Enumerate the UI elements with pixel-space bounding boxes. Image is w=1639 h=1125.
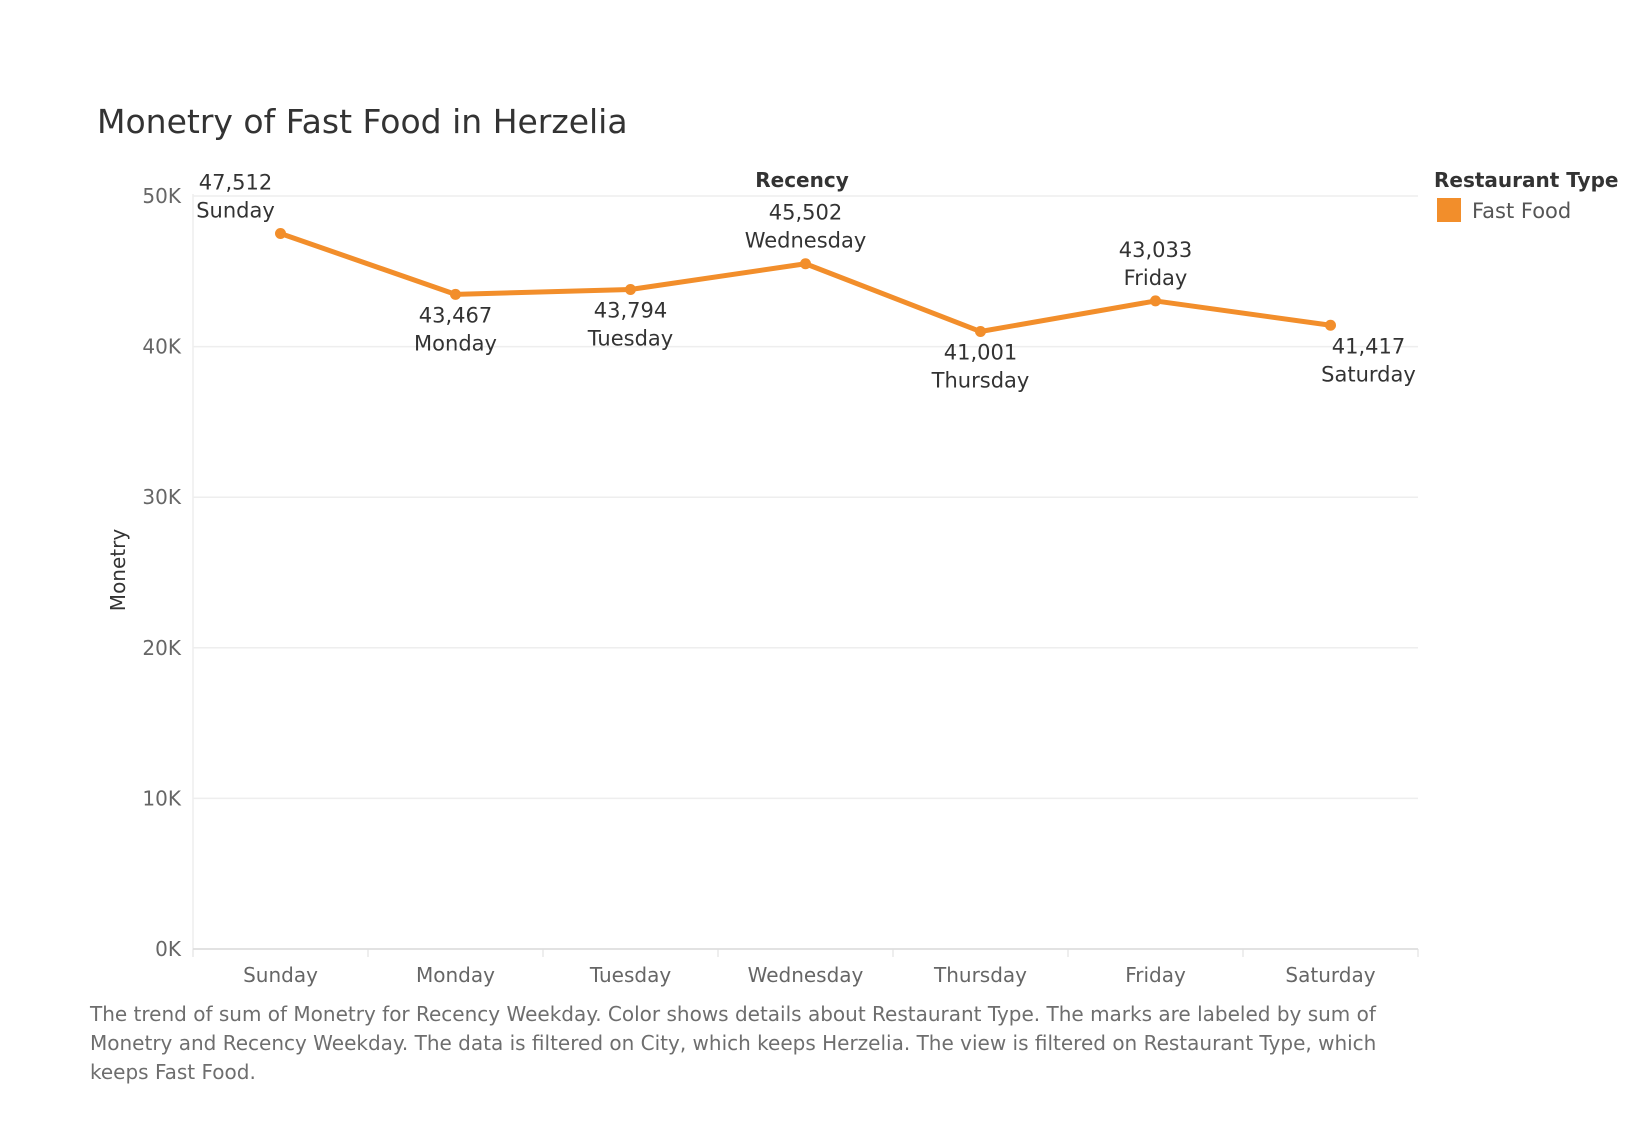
data-label-category: Thursday [931, 369, 1030, 393]
data-label-category: Saturday [1321, 362, 1416, 386]
data-label-value: 43,467 [419, 303, 492, 327]
x-tick-label: Thursday [933, 963, 1027, 987]
data-label-value: 41,417 [1332, 334, 1405, 358]
x-tick-label: Sunday [243, 963, 318, 987]
legend[interactable]: Restaurant Type Fast Food [1434, 168, 1618, 223]
y-tick-label: 0K [155, 937, 182, 961]
legend-item-fast-food[interactable]: Fast Food [1472, 199, 1571, 223]
series-layer: 47,512 Sunday 43,467 Monday 43,794 Tuesday 45,… [196, 170, 1416, 392]
data-point [450, 288, 461, 300]
gridlines [192, 194, 1418, 950]
data-point [625, 283, 636, 295]
chart-title: Monetry of Fast Food in Herzelia [97, 102, 628, 141]
x-tick-label: Tuesday [589, 963, 672, 987]
x-axis: Sunday Monday Tuesday Wednesday Thursday Frid… [192, 949, 1419, 987]
data-label-category: Tuesday [587, 326, 673, 350]
data-point [1325, 319, 1336, 331]
data-point [800, 258, 811, 270]
data-label-category: Friday [1124, 266, 1188, 290]
data-label-category: Monday [414, 331, 497, 355]
y-axis-title: Monetry [106, 529, 130, 612]
data-label-value: 43,033 [1119, 238, 1192, 262]
legend-title: Restaurant Type [1434, 168, 1618, 192]
top-axis-title: Recency [755, 168, 849, 192]
data-point [275, 227, 286, 239]
x-tick-label: Friday [1125, 963, 1186, 987]
data-label-value: 41,001 [944, 341, 1017, 365]
y-tick-label: 40K [142, 335, 181, 359]
data-point [1150, 295, 1161, 307]
data-label-value: 45,502 [769, 201, 842, 225]
y-axis: 50K 40K 30K 20K 10K 0K [142, 184, 181, 961]
y-tick-label: 10K [142, 786, 181, 810]
data-label-category: Wednesday [745, 229, 867, 253]
x-tick-label: Monday [416, 963, 495, 987]
y-tick-label: 20K [142, 636, 181, 660]
data-label-category: Sunday [196, 198, 275, 222]
data-label-value: 43,794 [594, 298, 667, 322]
chart-caption: The trend of sum of Monetry for Recency … [90, 1002, 1377, 1084]
y-tick-label: 30K [142, 485, 181, 509]
data-point [975, 326, 986, 338]
data-label-value: 47,512 [199, 170, 272, 194]
y-tick-label: 50K [142, 184, 181, 208]
x-tick-label: Wednesday [748, 963, 864, 987]
legend-swatch-fast-food[interactable] [1437, 198, 1461, 222]
x-tick-label: Saturday [1285, 963, 1375, 987]
